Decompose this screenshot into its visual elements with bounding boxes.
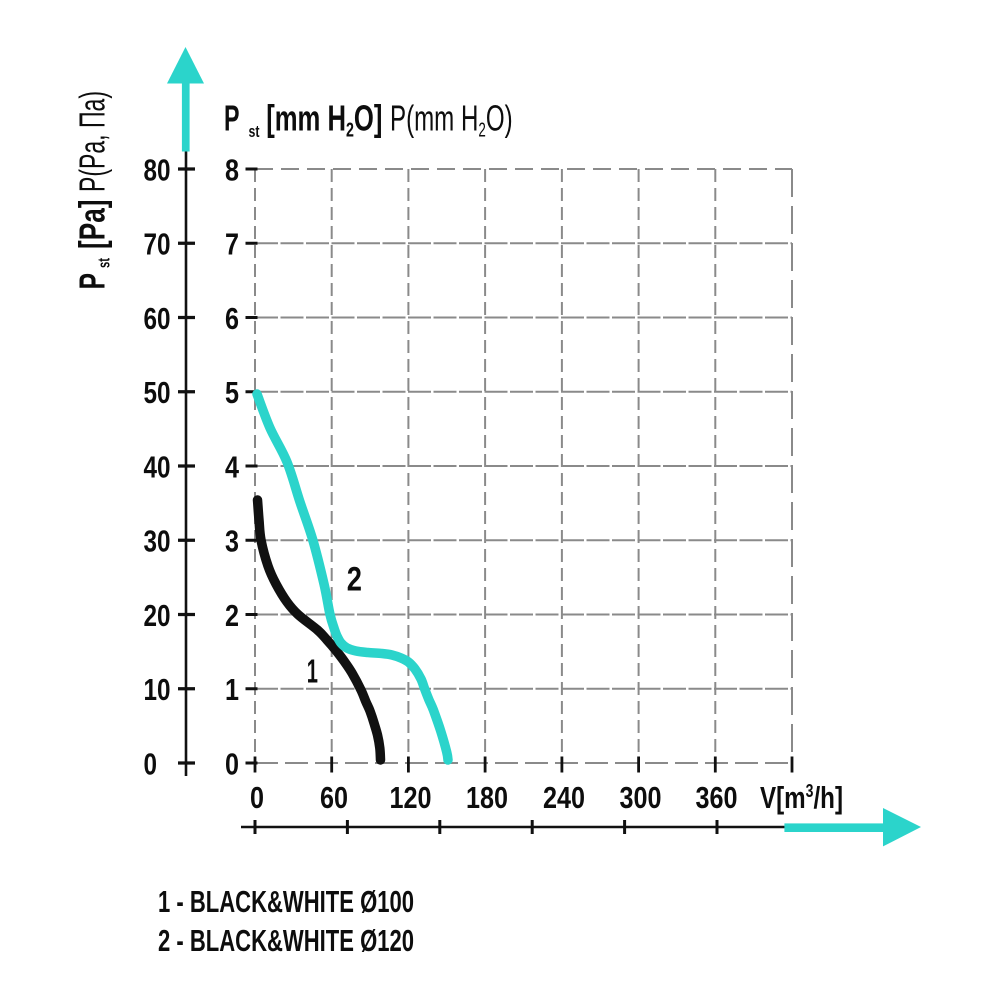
svg-text:1 - BLACK&WHITE Ø100: 1 - BLACK&WHITE Ø100 (158, 884, 414, 919)
svg-text:0: 0 (250, 780, 264, 815)
svg-text:P(Pa, Па): P(Pa, Па) (72, 91, 113, 192)
svg-text:80: 80 (144, 152, 171, 187)
svg-text:2: 2 (225, 598, 239, 633)
svg-text:10: 10 (144, 672, 171, 707)
svg-text:5: 5 (225, 375, 239, 410)
svg-text:st: st (249, 122, 260, 141)
svg-text:0: 0 (225, 746, 239, 781)
svg-text:0: 0 (144, 746, 158, 781)
svg-text:2: 2 (347, 560, 362, 598)
svg-text:4: 4 (225, 449, 240, 484)
svg-text:240: 240 (543, 780, 585, 815)
svg-text:P: P (224, 97, 240, 138)
svg-text:1: 1 (307, 652, 318, 689)
svg-text:300: 300 (620, 780, 662, 815)
svg-text:60: 60 (320, 780, 348, 815)
svg-text:6: 6 (225, 301, 239, 336)
svg-text:3: 3 (225, 524, 239, 559)
svg-text:8: 8 (225, 152, 239, 187)
svg-text:1: 1 (225, 672, 239, 707)
svg-text:7: 7 (225, 227, 239, 262)
svg-text:180: 180 (466, 780, 508, 815)
svg-text:50: 50 (144, 375, 171, 410)
svg-text:[Pa]: [Pa] (72, 200, 113, 250)
svg-text:60: 60 (144, 301, 171, 336)
svg-text:20: 20 (144, 598, 171, 633)
svg-text:360: 360 (696, 780, 738, 815)
svg-text:2 - BLACK&WHITE Ø120: 2 - BLACK&WHITE Ø120 (158, 923, 414, 958)
svg-text:V[m3/h]: V[m3/h] (760, 780, 843, 815)
svg-text:[mm H2O]: [mm H2O] (266, 97, 382, 141)
svg-text:40: 40 (144, 449, 171, 484)
svg-text:P: P (72, 273, 113, 289)
svg-text:st: st (95, 258, 114, 268)
svg-text:30: 30 (144, 524, 171, 559)
svg-text:70: 70 (144, 227, 171, 262)
svg-text:120: 120 (390, 780, 432, 815)
svg-text:P(mm H2O): P(mm H2O) (390, 97, 513, 141)
